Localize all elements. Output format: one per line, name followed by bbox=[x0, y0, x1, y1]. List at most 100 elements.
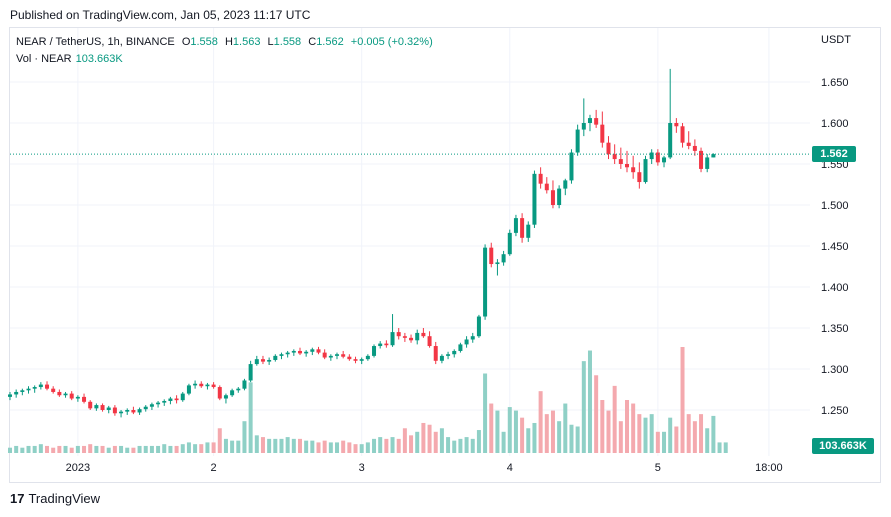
volume-bar bbox=[680, 347, 685, 453]
volume-bar bbox=[705, 428, 710, 453]
candle-body bbox=[137, 409, 142, 413]
y-tick-label: 1.400 bbox=[821, 282, 849, 294]
candle-body bbox=[69, 393, 74, 399]
volume-bar bbox=[581, 361, 586, 453]
symbol-title[interactable]: NEAR / TetherUS, 1h, BINANCE bbox=[16, 36, 175, 48]
candle-body bbox=[254, 359, 259, 365]
volume-bar bbox=[699, 414, 704, 453]
candle-body bbox=[143, 406, 148, 410]
candle-body bbox=[347, 356, 352, 360]
candle-body bbox=[458, 344, 463, 351]
candle-body bbox=[594, 118, 599, 125]
volume-bar bbox=[446, 437, 451, 453]
candle-body bbox=[526, 224, 531, 238]
volume-bar bbox=[359, 444, 364, 453]
x-tick-label: 5 bbox=[655, 462, 661, 474]
candle-body bbox=[618, 159, 623, 164]
volume-bar bbox=[20, 447, 25, 453]
candle-body bbox=[655, 152, 660, 163]
volume-bar bbox=[45, 445, 50, 453]
candle-body bbox=[8, 394, 12, 397]
volume-label[interactable]: Vol · NEAR bbox=[16, 53, 72, 65]
volume-bar bbox=[217, 428, 222, 453]
x-tick-label: 18:00 bbox=[755, 462, 783, 474]
candle-body bbox=[606, 142, 611, 155]
candle-body bbox=[532, 173, 537, 225]
y-tick-label: 1.250 bbox=[821, 405, 849, 417]
candle-body bbox=[211, 384, 216, 388]
volume-bar bbox=[501, 431, 506, 453]
candle-body bbox=[384, 343, 389, 346]
candle-body bbox=[341, 354, 346, 357]
volume-bar bbox=[32, 445, 37, 453]
volume-bar bbox=[575, 426, 580, 453]
candle-body bbox=[94, 405, 99, 409]
candle-body bbox=[483, 247, 488, 317]
candle-body bbox=[581, 123, 586, 130]
candle-body bbox=[686, 142, 691, 146]
candle-body bbox=[119, 411, 124, 414]
volume-bar bbox=[631, 403, 636, 453]
volume-bar bbox=[489, 403, 494, 453]
volume-bar bbox=[94, 445, 99, 453]
volume-bar bbox=[662, 431, 667, 453]
candle-body bbox=[569, 152, 574, 181]
candle-body bbox=[550, 190, 555, 205]
volume-bar bbox=[618, 421, 623, 453]
candle-body bbox=[612, 154, 617, 160]
candle-body bbox=[378, 343, 383, 347]
volume-bar bbox=[156, 445, 161, 453]
x-tick-label: 2023 bbox=[66, 462, 90, 474]
candle-body bbox=[705, 157, 710, 169]
candle-body bbox=[236, 388, 241, 391]
volume-bar bbox=[100, 445, 105, 453]
high-value: 1.563 bbox=[232, 36, 261, 48]
tradingview-logo[interactable]: 17 TradingView bbox=[10, 491, 100, 506]
volume-bar bbox=[458, 438, 463, 453]
candle-body bbox=[643, 159, 648, 183]
high-label: H bbox=[224, 36, 233, 48]
volume-bar bbox=[483, 373, 488, 453]
candle-body bbox=[75, 396, 80, 399]
volume-bar bbox=[513, 410, 518, 453]
candle-body bbox=[668, 123, 673, 158]
candle-body bbox=[353, 359, 358, 361]
volume-bar bbox=[267, 438, 272, 453]
x-tick-label: 2 bbox=[211, 462, 217, 474]
candle-body bbox=[464, 339, 469, 345]
candle-body bbox=[279, 354, 284, 356]
candle-body bbox=[112, 407, 117, 414]
candle-body bbox=[328, 355, 333, 358]
volume-bar bbox=[637, 414, 642, 453]
volume-bar bbox=[717, 442, 722, 453]
volume-bar bbox=[14, 445, 19, 453]
volume-bar bbox=[587, 350, 592, 453]
candle-body bbox=[501, 254, 506, 263]
y-tick-label: 1.600 bbox=[821, 118, 849, 130]
volume-bar bbox=[563, 403, 568, 453]
volume-bar bbox=[384, 438, 389, 453]
last-volume-tag: 103.663K bbox=[812, 438, 874, 454]
volume-bar bbox=[409, 435, 414, 453]
volume-bar bbox=[655, 431, 660, 453]
candle-body bbox=[563, 180, 568, 189]
candle-body bbox=[14, 391, 19, 395]
candle-body bbox=[427, 336, 432, 347]
close-label: C bbox=[308, 36, 317, 48]
y-tick-label: 1.650 bbox=[821, 77, 849, 89]
volume-bar bbox=[279, 438, 284, 453]
change-value: +0.005 (+0.32%) bbox=[350, 36, 433, 48]
currency-label[interactable]: USDT bbox=[821, 34, 851, 46]
volume-bar bbox=[119, 445, 124, 453]
volume-bar bbox=[390, 437, 395, 453]
candle-body bbox=[193, 383, 198, 386]
candle-body bbox=[156, 402, 161, 405]
candle-body bbox=[680, 126, 685, 143]
candle-body bbox=[174, 398, 179, 401]
volume-bar bbox=[328, 442, 333, 453]
volume-bar bbox=[538, 391, 543, 453]
volume-bar bbox=[402, 428, 407, 453]
candle-body bbox=[476, 316, 481, 337]
volume-bar bbox=[223, 438, 228, 453]
